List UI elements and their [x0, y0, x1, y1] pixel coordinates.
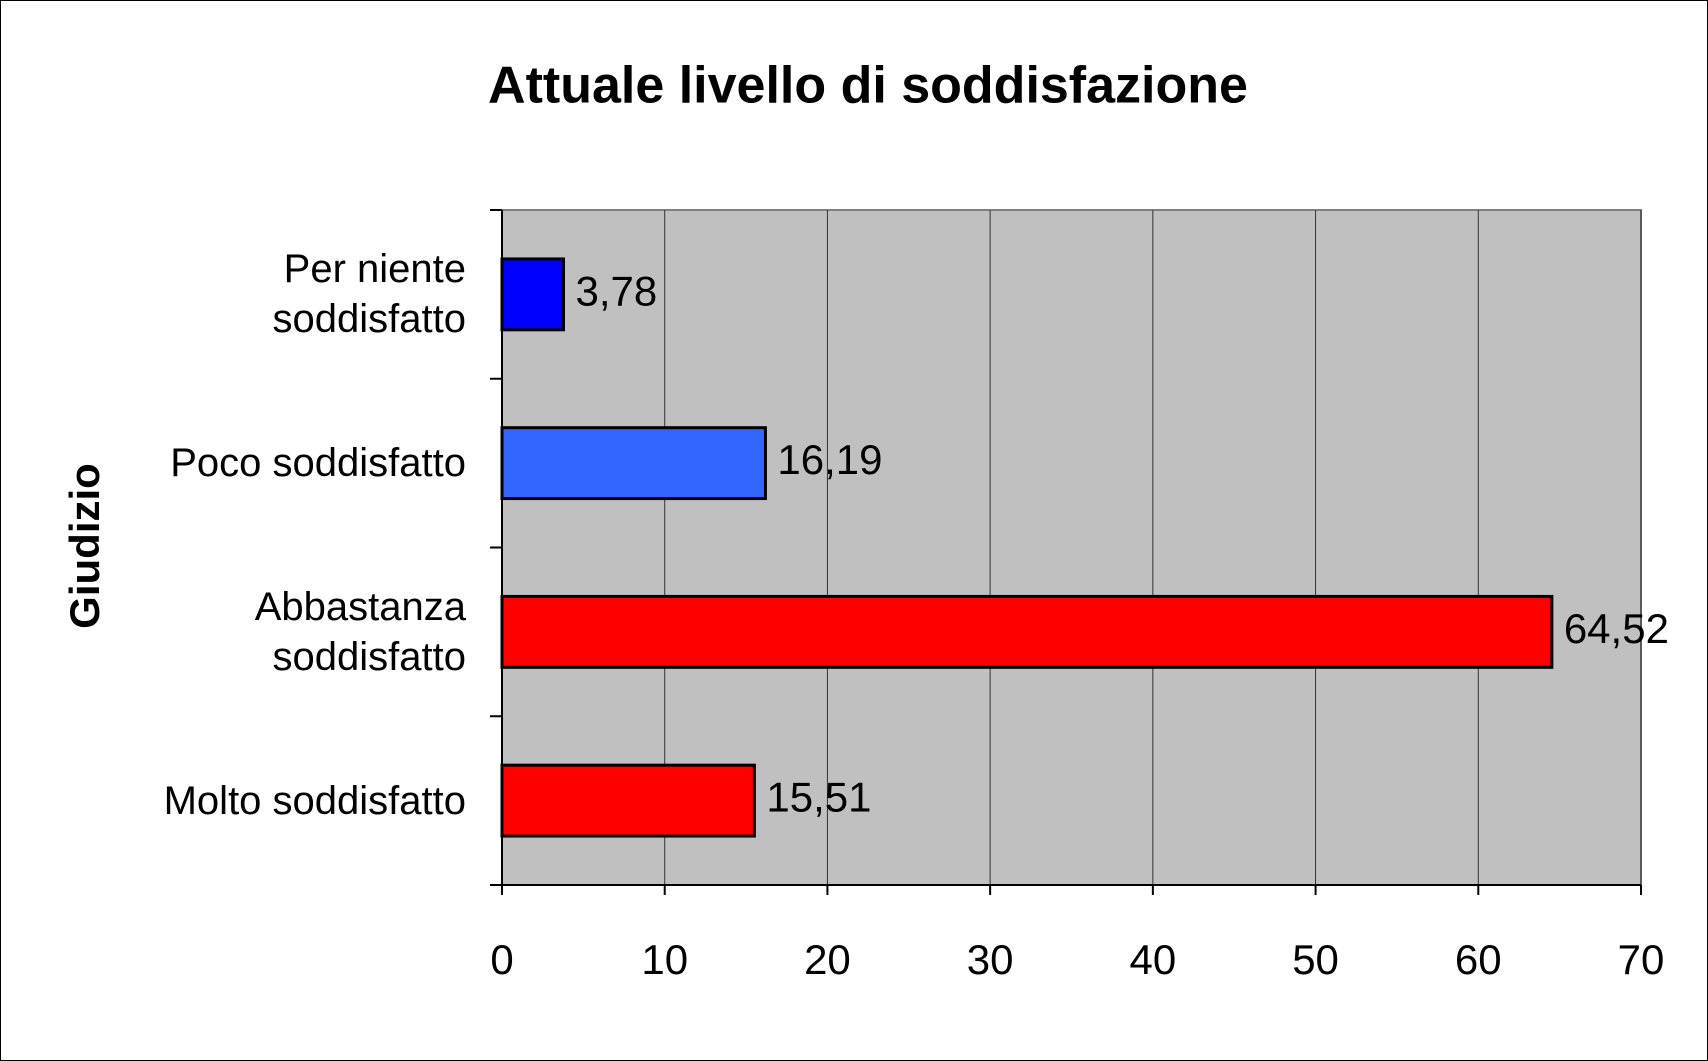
x-tick-label: 50: [1292, 936, 1339, 983]
x-tick-label: 0: [490, 936, 513, 983]
x-tick-label: 30: [967, 936, 1014, 983]
y-tick-label: Poco soddisfatto: [170, 441, 466, 486]
bar: [500, 426, 767, 501]
value-label: 15,51: [766, 774, 871, 821]
bar: [500, 594, 1554, 669]
x-tick-label: 60: [1455, 936, 1502, 983]
x-tick-label: 70: [1618, 936, 1665, 983]
chart-title: Attuale livello di soddisfazione: [488, 57, 1248, 115]
value-label: 64,52: [1564, 605, 1669, 652]
value-label: 3,78: [576, 267, 658, 314]
bar: [500, 763, 756, 838]
y-tick-label: Per niente soddisfatto: [272, 247, 466, 342]
y-tick-label: Molto soddisfatto: [163, 778, 466, 823]
y-axis-label: Giudizio: [61, 463, 108, 629]
y-tick-label: Abbastanza soddisfatto: [254, 584, 466, 679]
x-tick-label: 40: [1129, 936, 1176, 983]
x-tick-label: 20: [804, 936, 851, 983]
bar: [500, 257, 566, 332]
value-label: 16,19: [777, 436, 882, 483]
x-tick-label: 10: [641, 936, 688, 983]
